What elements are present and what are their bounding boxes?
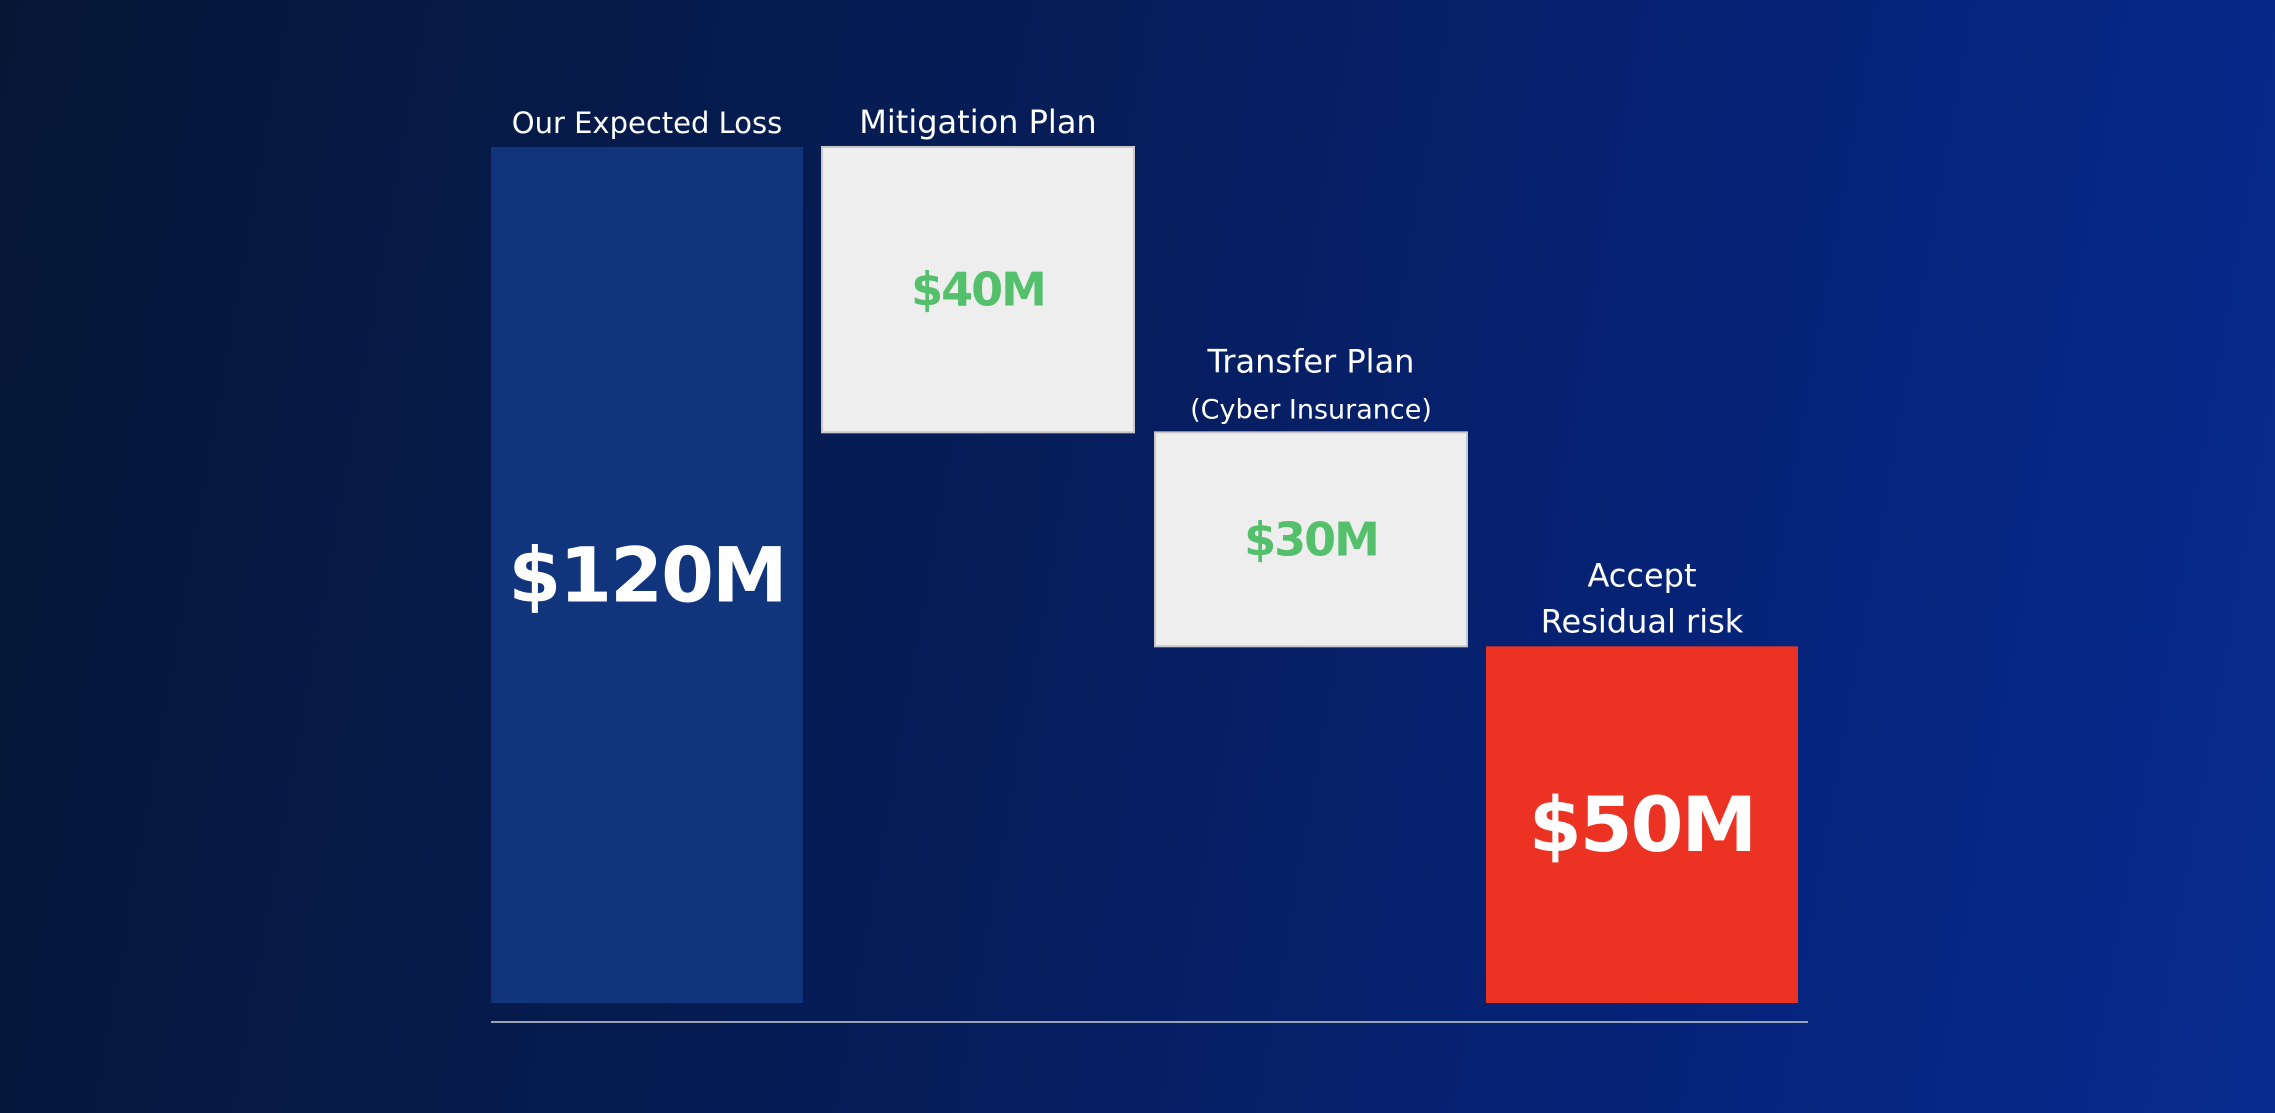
category-label-4-line-1: Accept xyxy=(1587,556,1696,594)
bar-value-label-2: $40M xyxy=(911,263,1045,317)
category-label-1: Our Expected Loss xyxy=(512,106,782,140)
category-label-3-line-2: (Cyber Insurance) xyxy=(1190,394,1432,425)
bar-value-label-1: $120M xyxy=(508,531,785,620)
bar-4 xyxy=(1486,646,1798,1003)
bar-1 xyxy=(491,147,803,1003)
bar-2 xyxy=(821,146,1135,434)
bar-value-label-4: $50M xyxy=(1529,780,1755,869)
bar-3 xyxy=(1154,431,1468,648)
category-label-3-line-1: Transfer Plan xyxy=(1207,342,1415,380)
bar-value-label-3: $30M xyxy=(1244,512,1378,566)
category-label-4-line-2: Residual risk xyxy=(1541,602,1744,640)
category-label-2: Mitigation Plan xyxy=(859,103,1096,141)
